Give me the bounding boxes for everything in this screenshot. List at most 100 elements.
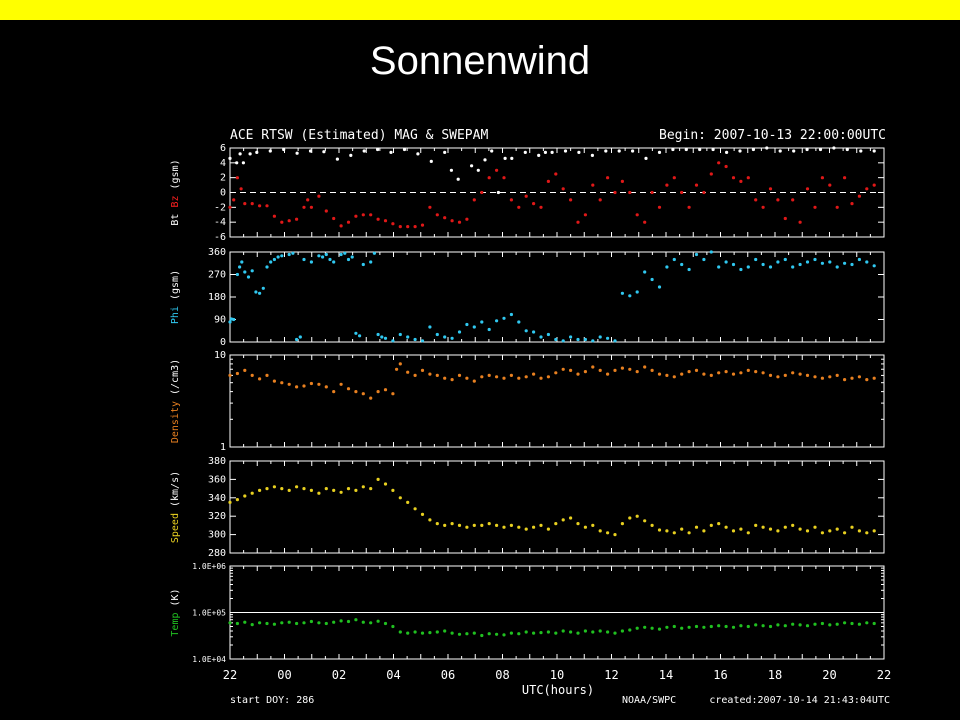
data-point-Bz [339,224,343,228]
data-point-Density [828,375,832,379]
data-point-Temp [598,629,602,633]
x-tick-label: 10 [550,668,564,682]
data-point-Speed [235,498,239,502]
data-point-Temp [776,623,780,627]
data-point-Bt [308,149,313,153]
data-point-Bz [250,202,254,206]
data-point-Bt [805,147,809,152]
data-point-Phi [761,262,765,267]
data-point-Phi [524,329,528,333]
data-point-Density [724,370,728,374]
data-point-Bt [443,150,447,154]
data-point-Density [731,372,736,376]
data-point-Bt [872,149,876,153]
data-point-Phi [754,257,758,262]
data-point-Phi [687,267,691,272]
data-point-Density [457,373,462,377]
data-point-Phi [350,255,354,259]
data-point-Temp [643,625,647,629]
data-point-Phi [317,254,321,258]
data-point-Bt [476,168,480,172]
data-point-Temp [665,625,669,629]
data-point-Phi [472,325,476,329]
x-tick-label: 08 [495,668,509,682]
data-point-Phi [295,337,299,342]
y-axis-label-part: Bz [170,196,181,214]
created-time: created:2007-10-14 21:43:04UTC [709,695,890,706]
data-point-Density [583,370,588,374]
y-tick-label: 4 [220,158,226,169]
data-point-Density [813,375,817,379]
data-point-Speed [332,488,336,492]
data-point-Density [383,388,388,392]
data-point-Speed [428,518,432,522]
data-point-Temp [272,622,276,626]
data-point-Bz [509,198,513,202]
data-point-Speed [243,494,247,498]
data-point-Density [495,375,499,379]
x-tick-label: 02 [332,668,346,682]
data-point-Density [783,373,787,377]
data-point-Temp [295,621,299,626]
data-point-Bz [805,187,810,191]
data-point-Phi [820,261,825,265]
data-point-Temp [702,625,706,629]
data-point-Phi [657,285,662,289]
data-point-Phi [413,337,417,342]
data-point-Density [717,371,721,375]
data-point-Temp [339,619,343,623]
data-point-Temp [435,630,439,634]
data-point-Bz [532,202,536,206]
data-point-Density [487,373,491,377]
data-point-Temp [228,621,232,625]
data-point-Phi [628,294,632,298]
data-point-Speed [650,523,654,528]
data-point-Bz [420,223,425,227]
data-point-Density [539,376,543,380]
data-point-Density [395,367,399,371]
data-point-Bt [765,146,769,150]
data-point-Bt [778,149,782,153]
data-point-Phi [361,262,365,267]
data-point-Bt [590,153,595,157]
chart-begin-time: Begin: 2007-10-13 22:00:00UTC [659,128,886,143]
data-point-Phi [532,330,536,334]
data-point-Phi [343,251,347,255]
data-point-Temp [717,624,721,628]
data-point-Bt [235,161,239,165]
data-point-Phi [420,339,425,343]
data-point-Temp [805,624,810,628]
data-point-Density [332,390,336,394]
data-point-Phi [250,269,254,273]
data-point-Density [435,373,439,377]
data-point-Speed [554,522,558,526]
data-point-Bz [332,216,336,221]
data-point-Speed [302,487,306,491]
data-point-Bz [465,217,469,221]
data-point-Bz [472,198,476,202]
data-point-Temp [576,631,580,635]
data-point-Bz [295,217,299,221]
data-point-Temp [413,630,417,634]
data-point-Bz [487,176,491,180]
data-point-Bz [346,220,351,224]
data-point-Bt [295,151,299,155]
y-tick-label: 2 [220,173,226,184]
data-point-Temp [820,621,825,626]
data-point-Bz [413,225,417,229]
data-point-Bt [483,158,487,162]
data-point-Temp [457,632,462,636]
data-point-Bz [761,205,765,209]
data-point-Bz [702,190,706,195]
data-point-Temp [843,621,847,625]
data-point-Phi [406,335,410,339]
data-point-Speed [583,525,588,529]
data-point-Temp [591,630,595,634]
data-point-Density [272,379,276,383]
y-axis-label-part: Speed [170,513,181,543]
data-point-Bt [563,149,568,153]
data-point-Speed [835,527,839,531]
panel-phi: 360 270 180 90 0 Phi (gsm) [170,247,885,348]
y-axis-label-part: (gsm) [170,270,181,306]
panel-frame-density [229,354,885,448]
